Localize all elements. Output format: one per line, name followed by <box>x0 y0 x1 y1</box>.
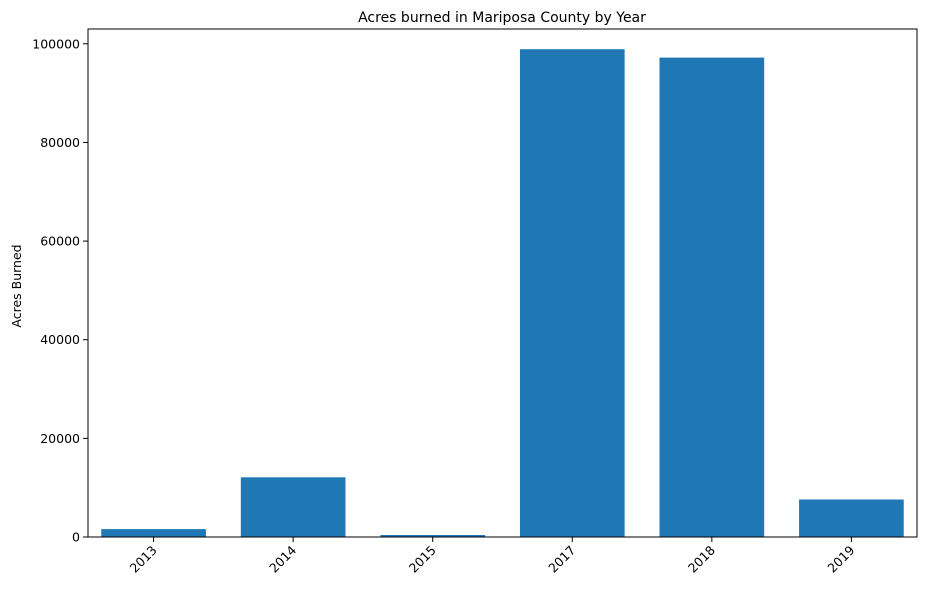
y-tick-label: 60000 <box>40 234 80 249</box>
y-tick-label: 80000 <box>40 135 80 150</box>
x-axis: 2013 2014 2015 2017 2018 2019 <box>127 537 858 576</box>
y-tick-label: 20000 <box>40 431 80 446</box>
bar-2017 <box>519 49 625 537</box>
x-tick-label: 2019 <box>824 542 857 575</box>
y-tick-label: 0 <box>72 530 80 545</box>
bar-2019 <box>799 499 904 537</box>
bar-2015 <box>380 535 486 537</box>
bar-2013 <box>101 529 206 537</box>
y-axis: 0 20000 40000 60000 80000 100000 <box>32 36 88 545</box>
y-axis-label: Acres Burned <box>9 244 24 327</box>
y-tick-label: 40000 <box>40 332 80 347</box>
x-tick-label: 2018 <box>685 542 718 575</box>
x-tick-label: 2014 <box>266 542 299 575</box>
x-tick-label: 2015 <box>406 543 439 576</box>
x-tick-label: 2013 <box>127 543 160 576</box>
bars-group <box>101 49 904 537</box>
plot-frame <box>87 28 918 538</box>
x-tick-label: 2017 <box>545 543 578 576</box>
bar-2014 <box>240 477 346 537</box>
y-tick-label: 100000 <box>32 36 80 51</box>
chart-title: Acres burned in Mariposa County by Year <box>358 10 646 26</box>
bar-2018 <box>659 57 765 537</box>
